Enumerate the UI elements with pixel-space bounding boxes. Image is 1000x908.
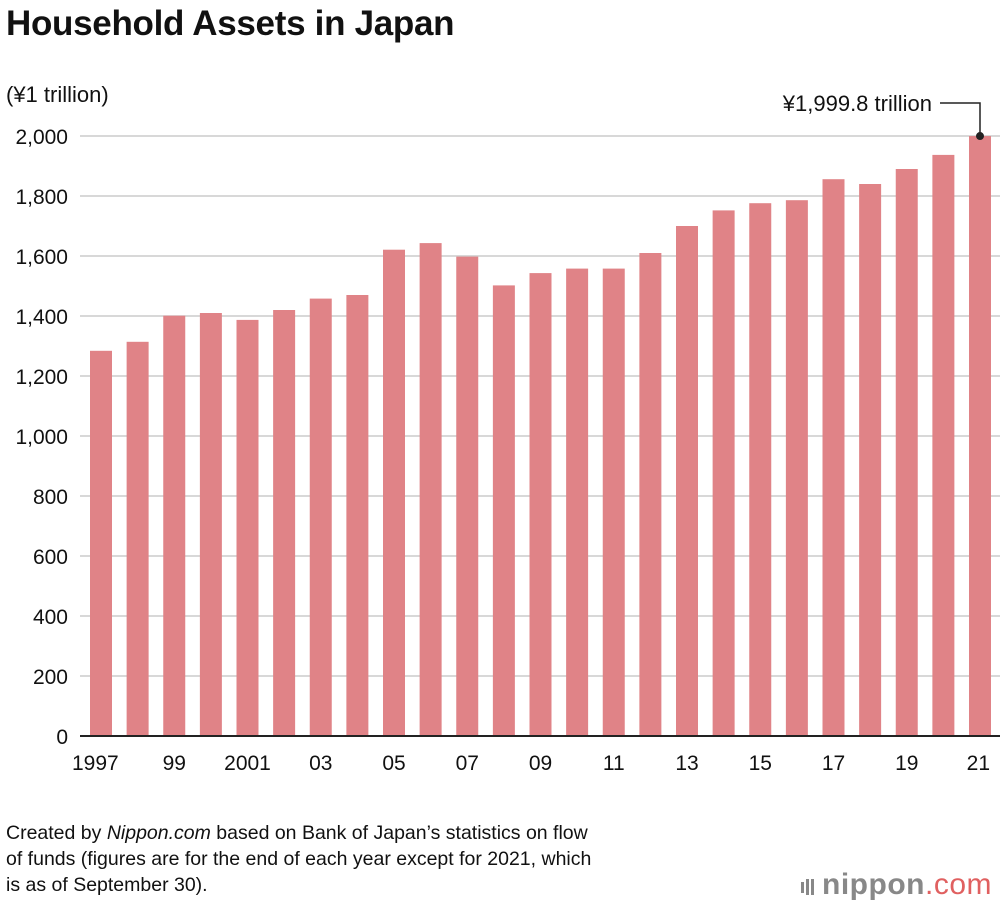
peak-annotation: ¥1,999.8 trillion (782, 91, 984, 141)
bar-1997 (90, 350, 112, 736)
chart-title: Household Assets in Japan (6, 4, 455, 43)
source-prefix: Created by (6, 822, 107, 844)
bar-05 (383, 249, 405, 736)
bar-08 (492, 285, 515, 736)
peak-value-label: ¥1,999.8 trillion (782, 91, 932, 116)
logo-tld-text: .com (924, 868, 992, 901)
x-tick-label: 17 (822, 752, 845, 775)
x-tick-label: 21 (967, 752, 990, 775)
bar-18 (859, 184, 882, 736)
y-tick-label: 1,200 (15, 366, 68, 389)
bar-02 (273, 310, 296, 736)
x-tick-label: 11 (603, 752, 625, 775)
y-tick-label: 1,800 (15, 186, 68, 209)
annotation-dot (976, 132, 984, 141)
bar-20 (932, 154, 955, 736)
logo-main-text: nippon (822, 868, 925, 901)
bars (90, 136, 991, 736)
bar-16 (785, 200, 808, 736)
x-tick-label: 05 (382, 752, 405, 775)
x-tick-label: 13 (675, 752, 698, 775)
bar-15 (749, 203, 772, 736)
bar-03 (309, 298, 332, 736)
x-tick-label: 2001 (224, 752, 271, 775)
x-tick-label: 03 (309, 752, 332, 775)
y-tick-label: 600 (33, 546, 68, 569)
source-line-2: of funds (figures are for the end of eac… (6, 848, 592, 870)
x-tick-label: 07 (456, 752, 479, 775)
y-tick-label: 200 (33, 666, 68, 689)
y-tick-label: 1,000 (15, 426, 68, 449)
x-axis-ticks: 1997 99 2001 03 05 07 09 11 13 15 17 19 21 (72, 752, 990, 775)
y-axis-ticks: 0 200 400 600 800 1,000 1,200 1,400 1,600 1,800 2,… (15, 126, 68, 749)
bar-09 (529, 273, 552, 736)
bar-98 (126, 341, 149, 736)
bar-17 (822, 179, 845, 736)
nippon-logo: nippon.com (801, 868, 992, 903)
y-tick-label: 2,000 (15, 126, 68, 149)
bar-13 (676, 226, 698, 736)
bar-99 (163, 315, 186, 736)
bar-2000 (199, 313, 222, 736)
x-tick-label: 99 (163, 752, 186, 775)
source-brand: Nippon.com (106, 822, 211, 844)
x-tick-label: 1997 (72, 752, 119, 775)
source-note: Created by Nippon.com based on Bank of J… (6, 820, 766, 898)
x-tick-label: 09 (529, 752, 552, 775)
bar-21 (969, 136, 991, 736)
source-line-1: Created by Nippon.com based on Bank of J… (6, 820, 766, 846)
bar-chart: 0 200 400 600 800 1,000 1,200 1,400 1,600 1,800 2,… (15, 91, 1000, 775)
bar-11 (602, 268, 625, 736)
x-tick-label: 19 (895, 752, 918, 775)
logo-bars-icon (801, 869, 816, 903)
bar-2001 (236, 319, 259, 736)
y-axis-unit-label: (¥1 trillion) (6, 82, 109, 107)
bar-07 (456, 256, 479, 736)
source-line1-rest: based on Bank of Japan’s statistics on f… (210, 822, 588, 844)
y-tick-label: 1,600 (15, 246, 68, 269)
bar-06 (419, 243, 442, 736)
y-tick-label: 400 (33, 606, 68, 629)
x-tick-label: 15 (749, 752, 772, 775)
bar-12 (639, 253, 662, 736)
bar-19 (895, 169, 918, 736)
y-tick-label: 1,400 (15, 306, 68, 329)
y-tick-label: 800 (33, 486, 68, 509)
bar-14 (712, 210, 735, 736)
bar-10 (566, 268, 589, 736)
y-tick-label: 0 (56, 726, 68, 749)
bar-04 (346, 295, 369, 736)
annotation-leader-line (940, 102, 981, 137)
source-line-3: is as of September 30). (6, 874, 208, 896)
